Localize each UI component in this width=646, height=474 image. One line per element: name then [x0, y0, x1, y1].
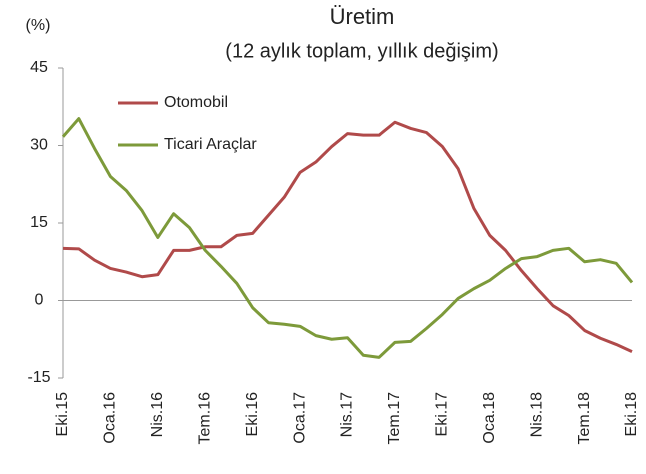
- y-tick-label: 15: [30, 214, 48, 231]
- y-tick-label: -15: [27, 369, 50, 386]
- chart-subtitle: (12 aylık toplam, yıllık değişim): [225, 40, 498, 62]
- legend-label: Otomobil: [164, 94, 228, 111]
- x-tick-label: Eki.18: [623, 392, 640, 437]
- chart-title: Üretim: [330, 4, 395, 29]
- x-tick-label: Oca.16: [102, 392, 119, 444]
- x-tick-label: Nis.18: [528, 392, 545, 437]
- y-axis-label: (%): [26, 17, 51, 34]
- x-tick-label: Eki.15: [54, 392, 71, 437]
- x-tick-label: Nis.16: [149, 392, 166, 437]
- x-tick-label: Tem.18: [576, 392, 593, 445]
- x-tick-label: Nis.17: [339, 392, 356, 437]
- series-line: [61, 117, 634, 359]
- series-line: [62, 120, 633, 354]
- x-tick-label: Tem.16: [196, 392, 213, 445]
- y-tick-label: 30: [30, 137, 48, 154]
- x-tick-label: Tem.17: [386, 392, 403, 445]
- x-tick-label: Oca.17: [291, 392, 308, 444]
- x-tick-label: Eki.17: [434, 392, 451, 437]
- y-tick-label: 45: [30, 59, 48, 76]
- legend-label: Ticari Araçlar: [164, 136, 257, 153]
- x-tick-label: Oca.18: [481, 392, 498, 444]
- x-tick-label: Eki.16: [244, 392, 261, 437]
- y-tick-label: 0: [35, 292, 44, 309]
